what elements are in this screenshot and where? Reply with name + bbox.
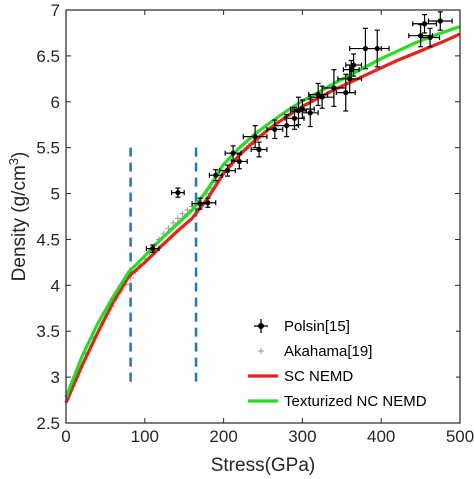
- polsin-point: [219, 164, 237, 177]
- polsin-point: [170, 187, 185, 198]
- polsin-marker: [374, 45, 380, 52]
- polsin-point: [145, 244, 160, 253]
- y-tick-label: 3.5: [36, 322, 60, 341]
- polsin-point: [308, 82, 329, 107]
- x-tick-label: 100: [131, 427, 159, 446]
- y-tick-label: 6.5: [36, 47, 60, 66]
- legend-polsin-dot: [258, 323, 264, 329]
- polsin-point: [242, 125, 268, 149]
- akahama-point: [174, 215, 181, 222]
- polsin-marker: [348, 67, 354, 73]
- polsin-marker: [213, 172, 219, 178]
- polsin-marker: [351, 62, 357, 68]
- y-tick-label: 5: [51, 185, 60, 204]
- polsin-marker: [256, 146, 262, 153]
- polsin-point: [321, 69, 347, 107]
- legend: Polsin[15] Akahama[19] SC NEMD Texturize…: [244, 312, 456, 416]
- legend-label-akahama: Akahama[19]: [284, 343, 372, 360]
- polsin-marker: [421, 21, 428, 27]
- x-tick-label: 300: [288, 427, 316, 446]
- legend-marker-akahama: [258, 348, 264, 354]
- akahama-point: [170, 219, 177, 226]
- legend-item-akahama: Akahama[19]: [258, 343, 372, 360]
- legend-marker-polsin: [254, 319, 268, 333]
- plot-layer: [64, 11, 461, 404]
- polsin-point: [208, 169, 223, 182]
- y-tick-label: 3: [51, 368, 60, 387]
- polsin-point: [364, 29, 390, 68]
- polsin-marker: [252, 134, 258, 140]
- axes-layer: 0 100 200 300 400 500 2.5 3 3.5 4 4.5 5 5.5 6 6.5 7: [36, 1, 474, 446]
- nc-nemd-line: [64, 24, 461, 398]
- y-tick-label: 7: [51, 1, 60, 20]
- polsin-marker: [291, 115, 298, 121]
- polsin-marker: [331, 85, 337, 91]
- polsin-marker: [230, 150, 236, 156]
- y-axis-label: Density (g/cm3): [6, 152, 31, 282]
- x-axis-label: Stress(GPa): [211, 455, 316, 476]
- akahama-point: [184, 207, 191, 214]
- polsin-marker: [284, 123, 290, 129]
- legend-item-nc-nemd: Texturized NC NEMD: [248, 393, 427, 410]
- y-axis-label-sup: 3: [6, 158, 21, 165]
- polsin-marker: [272, 126, 278, 132]
- polsin-marker: [319, 94, 325, 100]
- x-tick-label: 0: [61, 427, 70, 446]
- y-axis-label-main: Density (g/cm: [9, 165, 30, 281]
- legend-label-sc-nemd: SC NEMD: [284, 368, 353, 385]
- y-tick-label: 4.5: [36, 230, 60, 249]
- y-tick-label: 5.5: [36, 139, 60, 158]
- polsin-marker: [343, 90, 349, 96]
- polsin-point: [420, 27, 441, 48]
- polsin-point: [412, 13, 437, 34]
- polsin-point: [345, 53, 363, 77]
- polsin-marker: [307, 110, 313, 116]
- sc-nemd-line: [64, 32, 461, 404]
- legend-label-nc-nemd: Texturized NC NEMD: [284, 393, 427, 410]
- polsin-marker: [150, 246, 156, 252]
- polsin-point: [230, 153, 248, 170]
- polsin-point: [250, 141, 268, 158]
- legend-item-polsin: Polsin[15]: [254, 318, 350, 335]
- x-tick-label: 500: [446, 427, 474, 446]
- legend-box: [244, 312, 456, 416]
- y-tick-label: 6: [51, 93, 60, 112]
- polsin-marker: [224, 168, 231, 174]
- polsin-point: [427, 11, 453, 31]
- polsin-marker: [315, 91, 321, 98]
- polsin-marker: [427, 34, 433, 41]
- polsin-marker: [175, 190, 181, 196]
- akahama-point: [179, 210, 186, 217]
- polsin-marker: [299, 106, 305, 112]
- legend-item-sc-nemd: SC NEMD: [248, 368, 353, 385]
- plot-frame: [65, 9, 461, 424]
- x-tick-label: 400: [367, 427, 395, 446]
- polsin-point: [224, 145, 242, 162]
- y-tick-label: 4: [51, 276, 60, 295]
- polsin-point: [301, 98, 319, 128]
- polsin-marker: [236, 158, 242, 165]
- legend-label-polsin: Polsin[15]: [284, 318, 350, 335]
- polsin-marker: [437, 18, 443, 24]
- y-tick-label: 2.5: [36, 414, 60, 433]
- polsin-marker: [205, 200, 211, 206]
- x-tick-label: 200: [209, 427, 237, 446]
- y-axis-label-close: ): [9, 152, 30, 158]
- polsin-point: [199, 197, 217, 208]
